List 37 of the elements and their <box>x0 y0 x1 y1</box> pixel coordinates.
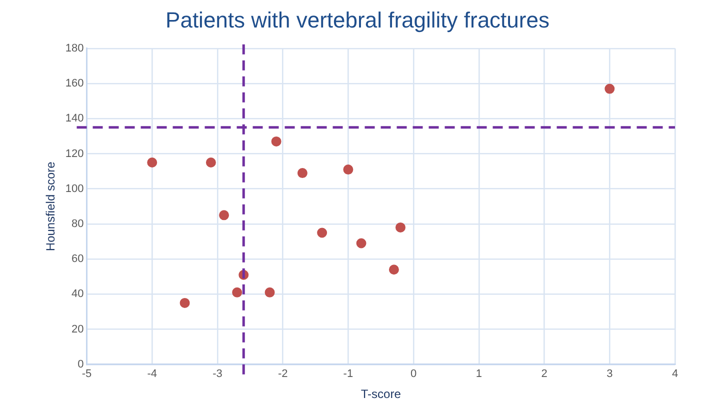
y-tick-label: 60 <box>72 253 84 266</box>
x-tick-label: -1 <box>343 368 354 380</box>
y-tick-label: 20 <box>72 323 84 336</box>
y-tick-label: 120 <box>65 148 84 160</box>
x-tick-label: -3 <box>212 368 222 380</box>
point <box>343 164 354 175</box>
x-tick-label: -5 <box>82 368 92 380</box>
point <box>206 158 216 168</box>
x-tick-label: -4 <box>147 368 158 380</box>
x-tick-label: -2 <box>278 368 288 380</box>
point <box>604 84 615 94</box>
x-axis-title: T-score <box>360 387 402 402</box>
point <box>297 168 308 178</box>
point <box>147 158 158 168</box>
point <box>264 287 275 298</box>
x-tick-label: 4 <box>672 368 678 380</box>
y-tick-label: 180 <box>65 42 84 54</box>
y-tick-label: 0 <box>78 358 84 370</box>
y-tick-label: 100 <box>65 182 84 195</box>
point <box>219 210 230 220</box>
x-tick-label: 1 <box>476 368 482 380</box>
y-tick-label: 140 <box>65 112 84 125</box>
point <box>232 287 242 298</box>
y-tick-label: 40 <box>72 288 84 300</box>
x-tick-label: 3 <box>606 368 613 380</box>
point <box>395 222 406 232</box>
x-tick-label: 2 <box>541 368 548 380</box>
point <box>388 264 399 275</box>
chart-title: Patients with vertebral fragility fractures <box>166 7 550 32</box>
y-axis-title: Hounsfield score <box>44 161 58 252</box>
point <box>317 228 328 238</box>
point <box>271 136 282 146</box>
x-tick-label: 0 <box>410 368 417 380</box>
y-tick-label: 160 <box>65 78 84 90</box>
point <box>356 238 366 248</box>
point <box>180 298 190 308</box>
y-tick-label: 80 <box>72 218 84 230</box>
